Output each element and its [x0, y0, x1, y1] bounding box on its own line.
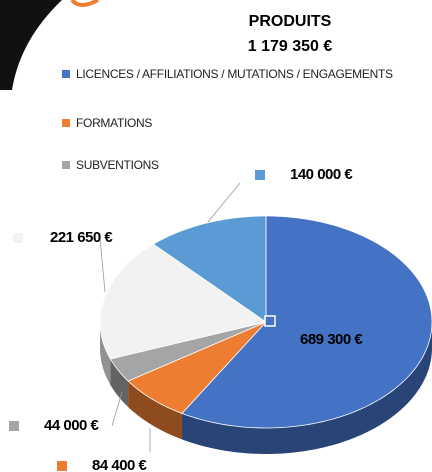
- label-swatch: [255, 170, 265, 180]
- decor-stroke: [70, 0, 99, 7]
- legend-swatch: [62, 70, 70, 78]
- legend-swatch: [62, 119, 70, 127]
- slice: [109, 321, 267, 382]
- decor-shape: [0, 0, 62, 90]
- data-label: 140 000 €: [290, 166, 353, 183]
- label-swatch: [57, 461, 67, 471]
- leader-line: [99, 237, 106, 293]
- legend-label: SUBVENTIONS: [76, 158, 159, 172]
- data-label: 689 300 €: [300, 331, 363, 348]
- legend-label: FORMATIONS: [76, 116, 153, 130]
- chart-subtitle: 1 179 350 €: [248, 38, 333, 55]
- slice: [99, 243, 267, 360]
- legend-swatch: [62, 161, 70, 169]
- leader-line: [111, 391, 123, 427]
- label-swatch: [264, 315, 276, 327]
- legend-item: FORMATIONS: [62, 115, 406, 131]
- data-label: 221 650 €: [50, 229, 113, 246]
- label-swatch: [9, 421, 19, 431]
- chart-title: PRODUITS: [249, 13, 332, 30]
- slice: [127, 321, 267, 414]
- data-label: 44 000 €: [44, 417, 100, 434]
- legend-label: LICENCES / AFFILIATIONS / MUTATIONS / EN…: [76, 67, 393, 81]
- data-label: 84 400 €: [92, 457, 148, 472]
- slice-side: [100, 322, 111, 385]
- slice-side: [128, 381, 182, 440]
- legend-item: SUBVENTIONS: [62, 157, 406, 173]
- slice-side: [110, 358, 129, 408]
- label-swatch: [13, 233, 23, 243]
- leader-line: [207, 182, 241, 223]
- legend-item: LICENCES / AFFILIATIONS / MUTATIONS / EN…: [62, 66, 406, 82]
- slice: [181, 215, 432, 429]
- slice: [152, 215, 267, 323]
- slice-side: [181, 322, 432, 454]
